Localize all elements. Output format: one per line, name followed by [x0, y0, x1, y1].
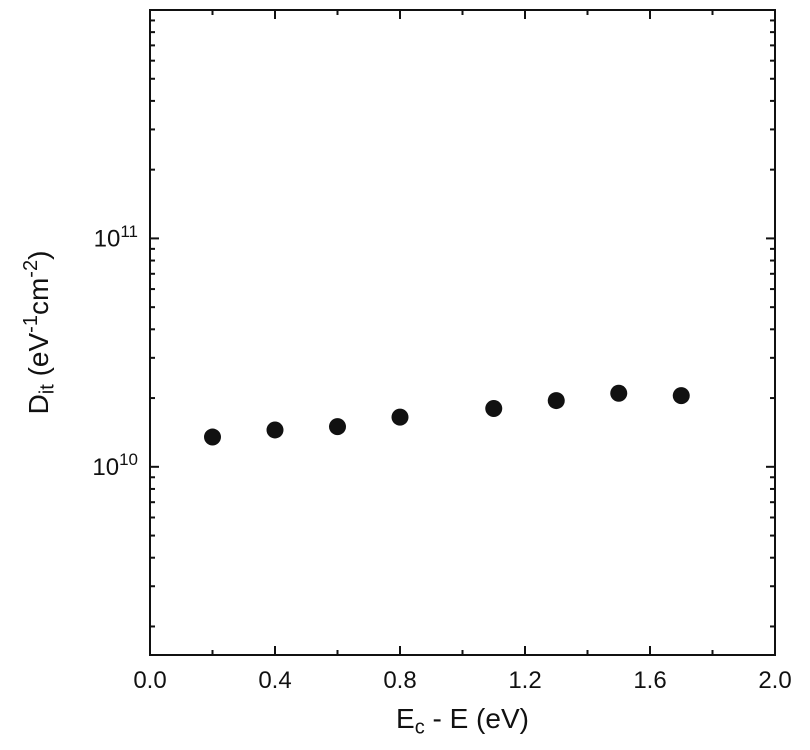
data-point [485, 400, 503, 418]
y-tick-label: 1010 [92, 450, 138, 481]
x-tick-label: 0.4 [258, 667, 291, 694]
y-tick-label: 1011 [94, 222, 138, 253]
y-axis-label: Dit (eV-1cm-2) [20, 251, 59, 415]
data-point [547, 392, 565, 410]
data-points [204, 384, 690, 446]
data-point [329, 418, 346, 436]
data-point [391, 408, 409, 426]
data-point [610, 384, 628, 402]
data-point [672, 387, 690, 405]
x-tick-label: 1.2 [508, 667, 541, 694]
axis-ticks [149, 10, 776, 655]
x-tick-label: 1.6 [633, 667, 666, 694]
data-point [266, 421, 284, 439]
x-tick-label: 0.0 [133, 667, 166, 694]
x-tick-label: 0.8 [383, 667, 416, 694]
data-point [204, 428, 221, 446]
x-tick-label: 2.0 [758, 667, 791, 694]
x-axis-label: Ec - E (eV) [396, 703, 529, 739]
